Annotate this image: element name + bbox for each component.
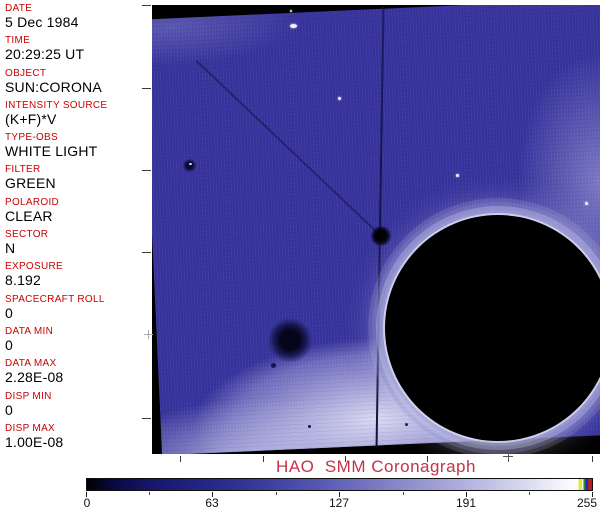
axis-tick (345, 456, 346, 462)
field-value: CLEAR (5, 207, 53, 224)
dust-blob-artifact (268, 318, 312, 362)
field-sector: SECTOR N (5, 229, 150, 256)
field-label: SPACECRAFT ROLL (5, 293, 105, 305)
field-label: SECTOR (5, 229, 49, 241)
field-exposure: EXPOSURE 8.192 (5, 261, 150, 288)
plot-title: HAO SMM Coronagraph (276, 457, 476, 476)
dark-speck (271, 363, 276, 368)
field-value: 2.28E-08 (5, 369, 64, 386)
field-disp-max: DISP MAX 1.00E-08 (5, 423, 150, 450)
field-label: FILTER (5, 164, 41, 176)
field-label: TYPE-OBS (5, 132, 58, 144)
fiducial-plus-icon (148, 330, 149, 339)
occulting-disk (385, 215, 600, 441)
field-type-obs: TYPE-OBS WHITE LIGHT (5, 132, 150, 159)
field-label: POLAROID (5, 196, 60, 208)
colorbar-tick (466, 492, 467, 497)
field-label: DATA MAX (5, 358, 57, 370)
field-polaroid: POLAROID CLEAR (5, 197, 150, 224)
star-speck (290, 24, 297, 28)
dark-speck (405, 423, 408, 426)
colorbar-tick (339, 492, 340, 497)
field-filter: FILTER GREEN (5, 164, 150, 191)
colorbar-label: 255 (576, 496, 598, 510)
field-label: EXPOSURE (5, 261, 63, 273)
axis-tick (592, 456, 593, 462)
colorbar (86, 478, 593, 491)
axis-tick (142, 170, 151, 171)
field-value: 0 (5, 304, 13, 321)
field-date: DATE 5 Dec 1984 (5, 3, 150, 30)
field-intensity-source: INTENSITY SOURCE (K+F)*V (5, 100, 150, 127)
colorbar-label: 127 (328, 496, 350, 510)
field-value: GREEN (5, 175, 56, 192)
colorbar-label: 0 (83, 496, 91, 510)
star-speck (585, 202, 588, 205)
colorbar-minor-tick (529, 492, 530, 495)
field-disp-min: DISP MIN 0 (5, 391, 150, 418)
colorbar-tick (86, 492, 87, 497)
axis-tick (142, 252, 151, 253)
field-label: DISP MAX (5, 422, 56, 434)
field-object: OBJECT SUN:CORONA (5, 68, 150, 95)
star-speck (338, 97, 341, 100)
colorbar-tick (592, 492, 593, 497)
axis-tick (180, 456, 181, 462)
field-label: OBJECT (5, 67, 47, 79)
field-value: (K+F)*V (5, 110, 57, 127)
coronagraph-image-display (152, 5, 600, 454)
field-value: N (5, 240, 16, 257)
field-value: 8.192 (5, 272, 42, 289)
colorbar-minor-tick (149, 492, 150, 495)
colorbar-minor-tick (276, 492, 277, 495)
field-label: INTENSITY SOURCE (5, 99, 108, 111)
pylon-bead-artifact (371, 226, 391, 246)
bright-fleck (189, 163, 192, 165)
colorbar-label: 63 (205, 496, 219, 510)
field-label: DISP MIN (5, 390, 52, 402)
axis-tick (263, 456, 264, 462)
field-value: WHITE LIGHT (5, 143, 98, 160)
field-label: DATA MIN (5, 325, 54, 337)
fiducial-plus-icon (508, 452, 509, 462)
field-value: 0 (5, 401, 13, 418)
metadata-sidebar: DATE 5 Dec 1984 TIME 20:29:25 UT OBJECT … (5, 3, 150, 455)
star-speck (290, 10, 292, 12)
field-value: 0 (5, 336, 13, 353)
star-speck (456, 174, 459, 177)
field-time: TIME 20:29:25 UT (5, 35, 150, 62)
field-data-max: DATA MAX 2.28E-08 (5, 358, 150, 385)
field-value: 20:29:25 UT (5, 46, 85, 63)
field-value: SUN:CORONA (5, 78, 102, 95)
field-label: DATE (5, 3, 33, 14)
axis-tick (142, 418, 151, 419)
field-spacecraft-roll: SPACECRAFT ROLL 0 (5, 294, 150, 321)
axis-tick (427, 456, 428, 462)
field-value: 1.00E-08 (5, 433, 64, 450)
axis-tick (142, 5, 151, 6)
field-value: 5 Dec 1984 (5, 14, 79, 30)
colorbar-tick (212, 492, 213, 497)
field-label: TIME (5, 35, 31, 47)
field-data-min: DATA MIN 0 (5, 326, 150, 353)
colorbar-label: 191 (455, 496, 477, 510)
colorbar-minor-tick (403, 492, 404, 495)
dark-spot-artifact (183, 159, 196, 172)
dark-speck (308, 425, 311, 428)
axis-tick (142, 88, 151, 89)
